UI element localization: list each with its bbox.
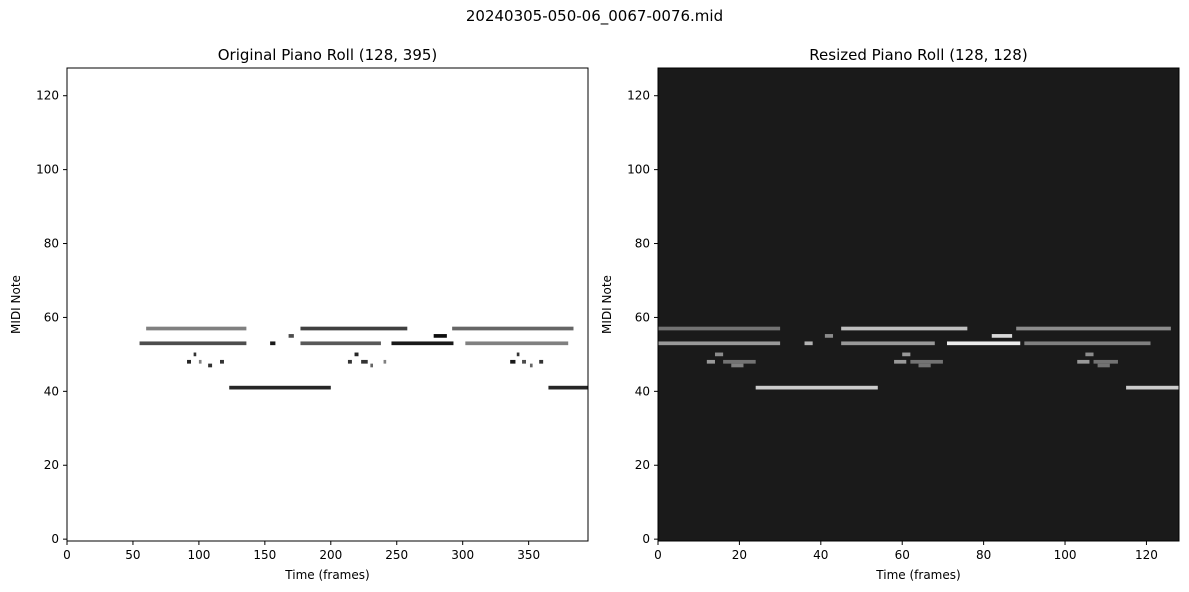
original-note-bar bbox=[300, 341, 381, 346]
resized-x-tick-label: 20 bbox=[732, 548, 747, 562]
original-note-bar bbox=[465, 341, 569, 346]
original-note-bar bbox=[522, 359, 527, 364]
original-y-axis-label: MIDI Note bbox=[9, 275, 23, 334]
resized-chart-title: Resized Piano Roll (128, 128) bbox=[809, 46, 1027, 64]
resized-y-tick-label: 100 bbox=[627, 163, 650, 177]
resized-note-bar bbox=[723, 359, 756, 364]
original-note-bar bbox=[433, 334, 447, 338]
resized-note-bar bbox=[946, 341, 1021, 346]
original-note-bar bbox=[383, 359, 387, 364]
original-x-tick-label: 250 bbox=[385, 548, 408, 562]
resized-y-tick-label: 120 bbox=[627, 89, 650, 103]
original-note-bar bbox=[198, 359, 202, 364]
resized-x-tick-label: 60 bbox=[895, 548, 910, 562]
resized-note-bar bbox=[894, 359, 907, 364]
resized-note-bar bbox=[918, 363, 931, 368]
resized-note-bar bbox=[1085, 352, 1094, 357]
original-note-bar bbox=[146, 326, 247, 331]
resized-note-bar bbox=[1093, 359, 1118, 364]
original-note-bar bbox=[370, 363, 374, 368]
resized-note-bar bbox=[1097, 363, 1110, 368]
original-note-bar bbox=[139, 341, 247, 346]
resized-note-bar bbox=[1126, 385, 1179, 390]
original-axes-frame bbox=[66, 67, 589, 542]
original-x-tick-label: 150 bbox=[253, 548, 276, 562]
original-note-bar bbox=[288, 334, 294, 338]
figure-title: 20240305-050-06_0067-0076.mid bbox=[465, 7, 724, 25]
original-y-tick-label: 0 bbox=[51, 532, 59, 546]
resized-y-tick-label: 20 bbox=[635, 458, 650, 472]
original-y-tick-label: 80 bbox=[44, 237, 59, 251]
original-y-tick-label: 120 bbox=[36, 89, 59, 103]
resized-note-bar bbox=[824, 334, 834, 338]
original-x-tick-label: 50 bbox=[125, 548, 140, 562]
resized-x-tick-label: 100 bbox=[1054, 548, 1077, 562]
original-note-bar bbox=[354, 352, 359, 357]
original-piano-roll-panel: Original Piano Roll (128, 395) 0 50 100 150 2… bbox=[9, 46, 589, 582]
resized-x-tick-label: 80 bbox=[976, 548, 991, 562]
resized-note-bar bbox=[714, 352, 724, 357]
resized-y-tick-label: 60 bbox=[635, 310, 650, 324]
resized-note-bar bbox=[841, 326, 968, 331]
original-note-bar bbox=[193, 352, 197, 357]
resized-piano-roll-panel: Resized Piano Roll (128, 128) 0 20 40 60 80 10… bbox=[600, 46, 1180, 582]
original-note-bar bbox=[187, 359, 191, 364]
original-x-tick-label: 100 bbox=[187, 548, 210, 562]
original-note-bar bbox=[548, 385, 588, 390]
resized-y-tick-label: 80 bbox=[635, 237, 650, 251]
resized-y-tick-label: 40 bbox=[635, 384, 650, 398]
resized-note-bar bbox=[706, 359, 715, 364]
resized-axes-frame bbox=[657, 67, 1180, 542]
original-note-bar bbox=[208, 363, 213, 368]
resized-x-axis-label: Time (frames) bbox=[875, 568, 960, 582]
resized-note-bar bbox=[731, 363, 744, 368]
original-note-bar bbox=[391, 341, 454, 346]
resized-note-bar bbox=[658, 326, 781, 331]
original-x-tick-label: 200 bbox=[319, 548, 342, 562]
original-note-bar bbox=[220, 359, 224, 364]
original-x-tick-label: 300 bbox=[451, 548, 474, 562]
original-note-bar bbox=[510, 359, 516, 364]
resized-note-bar bbox=[910, 359, 943, 364]
original-note-bar bbox=[361, 359, 368, 364]
original-plot-background bbox=[67, 68, 588, 541]
resized-note-bar bbox=[841, 341, 935, 346]
resized-note-bar bbox=[804, 341, 813, 346]
original-note-bar bbox=[270, 341, 276, 346]
original-y-tick-label: 40 bbox=[44, 384, 59, 398]
original-x-tick-label: 350 bbox=[517, 548, 540, 562]
resized-y-axis-label: MIDI Note bbox=[600, 275, 614, 334]
original-x-tick-label: 0 bbox=[63, 548, 71, 562]
resized-note-bar bbox=[755, 385, 878, 390]
resized-note-bar bbox=[1024, 341, 1151, 346]
original-note-bar bbox=[347, 359, 352, 364]
original-y-tick-label: 100 bbox=[36, 163, 59, 177]
resized-x-tick-label: 0 bbox=[654, 548, 662, 562]
original-note-bar bbox=[529, 363, 533, 368]
resized-plot-background bbox=[658, 68, 1179, 541]
resized-note-bar bbox=[1016, 326, 1171, 331]
original-chart-title: Original Piano Roll (128, 395) bbox=[218, 46, 438, 64]
resized-note-bar bbox=[991, 334, 1013, 338]
original-note-bar bbox=[229, 385, 331, 390]
original-x-axis-label: Time (frames) bbox=[284, 568, 369, 582]
resized-note-bar bbox=[1077, 359, 1090, 364]
original-y-tick-label: 60 bbox=[44, 310, 59, 324]
original-note-bar bbox=[300, 326, 408, 331]
original-note-bar bbox=[539, 359, 544, 364]
original-y-tick-label: 20 bbox=[44, 458, 59, 472]
original-note-bar bbox=[516, 352, 520, 357]
original-note-bar bbox=[452, 326, 574, 331]
resized-note-bar bbox=[902, 352, 911, 357]
resized-note-bar bbox=[658, 341, 781, 346]
resized-x-tick-label: 120 bbox=[1135, 548, 1158, 562]
resized-y-tick-label: 0 bbox=[642, 532, 650, 546]
resized-x-tick-label: 40 bbox=[813, 548, 828, 562]
